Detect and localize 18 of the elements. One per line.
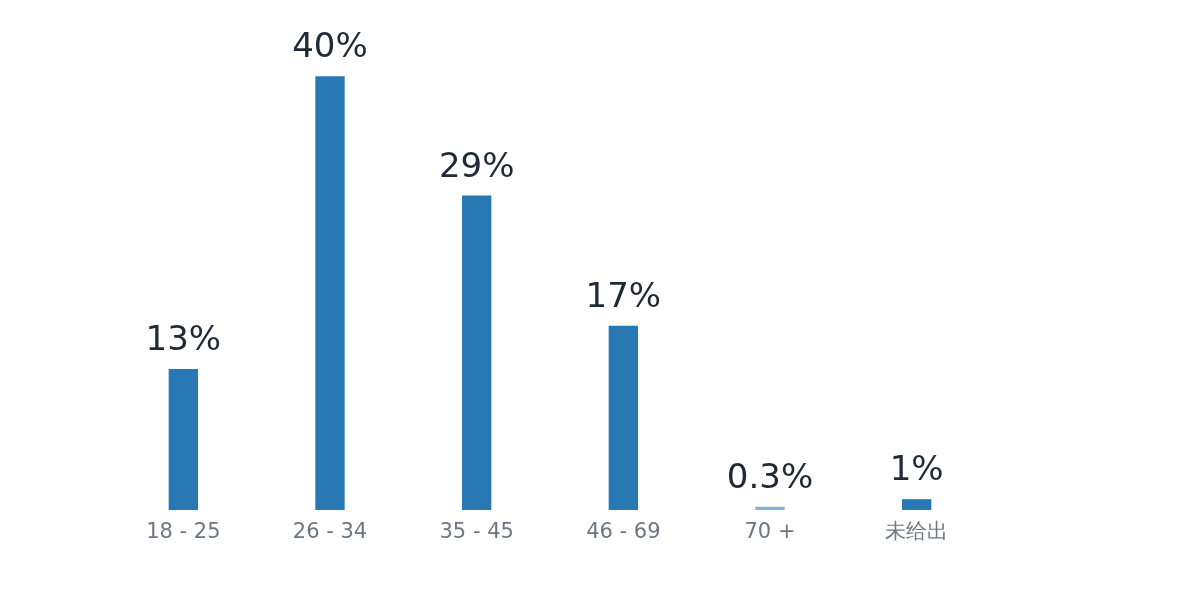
bar (168, 369, 198, 510)
data-label: 0.3% (726, 455, 814, 496)
x-tick-label: 46 - 69 (586, 518, 661, 543)
bar (902, 499, 932, 510)
x-tick-label: 26 - 34 (292, 518, 368, 543)
x-tick-label: 70 + (744, 518, 796, 543)
bar (315, 76, 345, 510)
bar (755, 506, 785, 510)
data-label: 13% (145, 318, 222, 359)
bar (462, 195, 492, 510)
data-label: 1% (889, 448, 944, 489)
x-tick-label: 35 - 45 (439, 518, 514, 543)
x-tick-label: 18 - 25 (146, 518, 221, 543)
data-label: 40% (292, 25, 368, 66)
x-tick-label: 未给出 (885, 518, 949, 543)
data-label: 29% (438, 144, 515, 185)
data-label: 17% (585, 274, 662, 315)
bar (608, 325, 638, 510)
